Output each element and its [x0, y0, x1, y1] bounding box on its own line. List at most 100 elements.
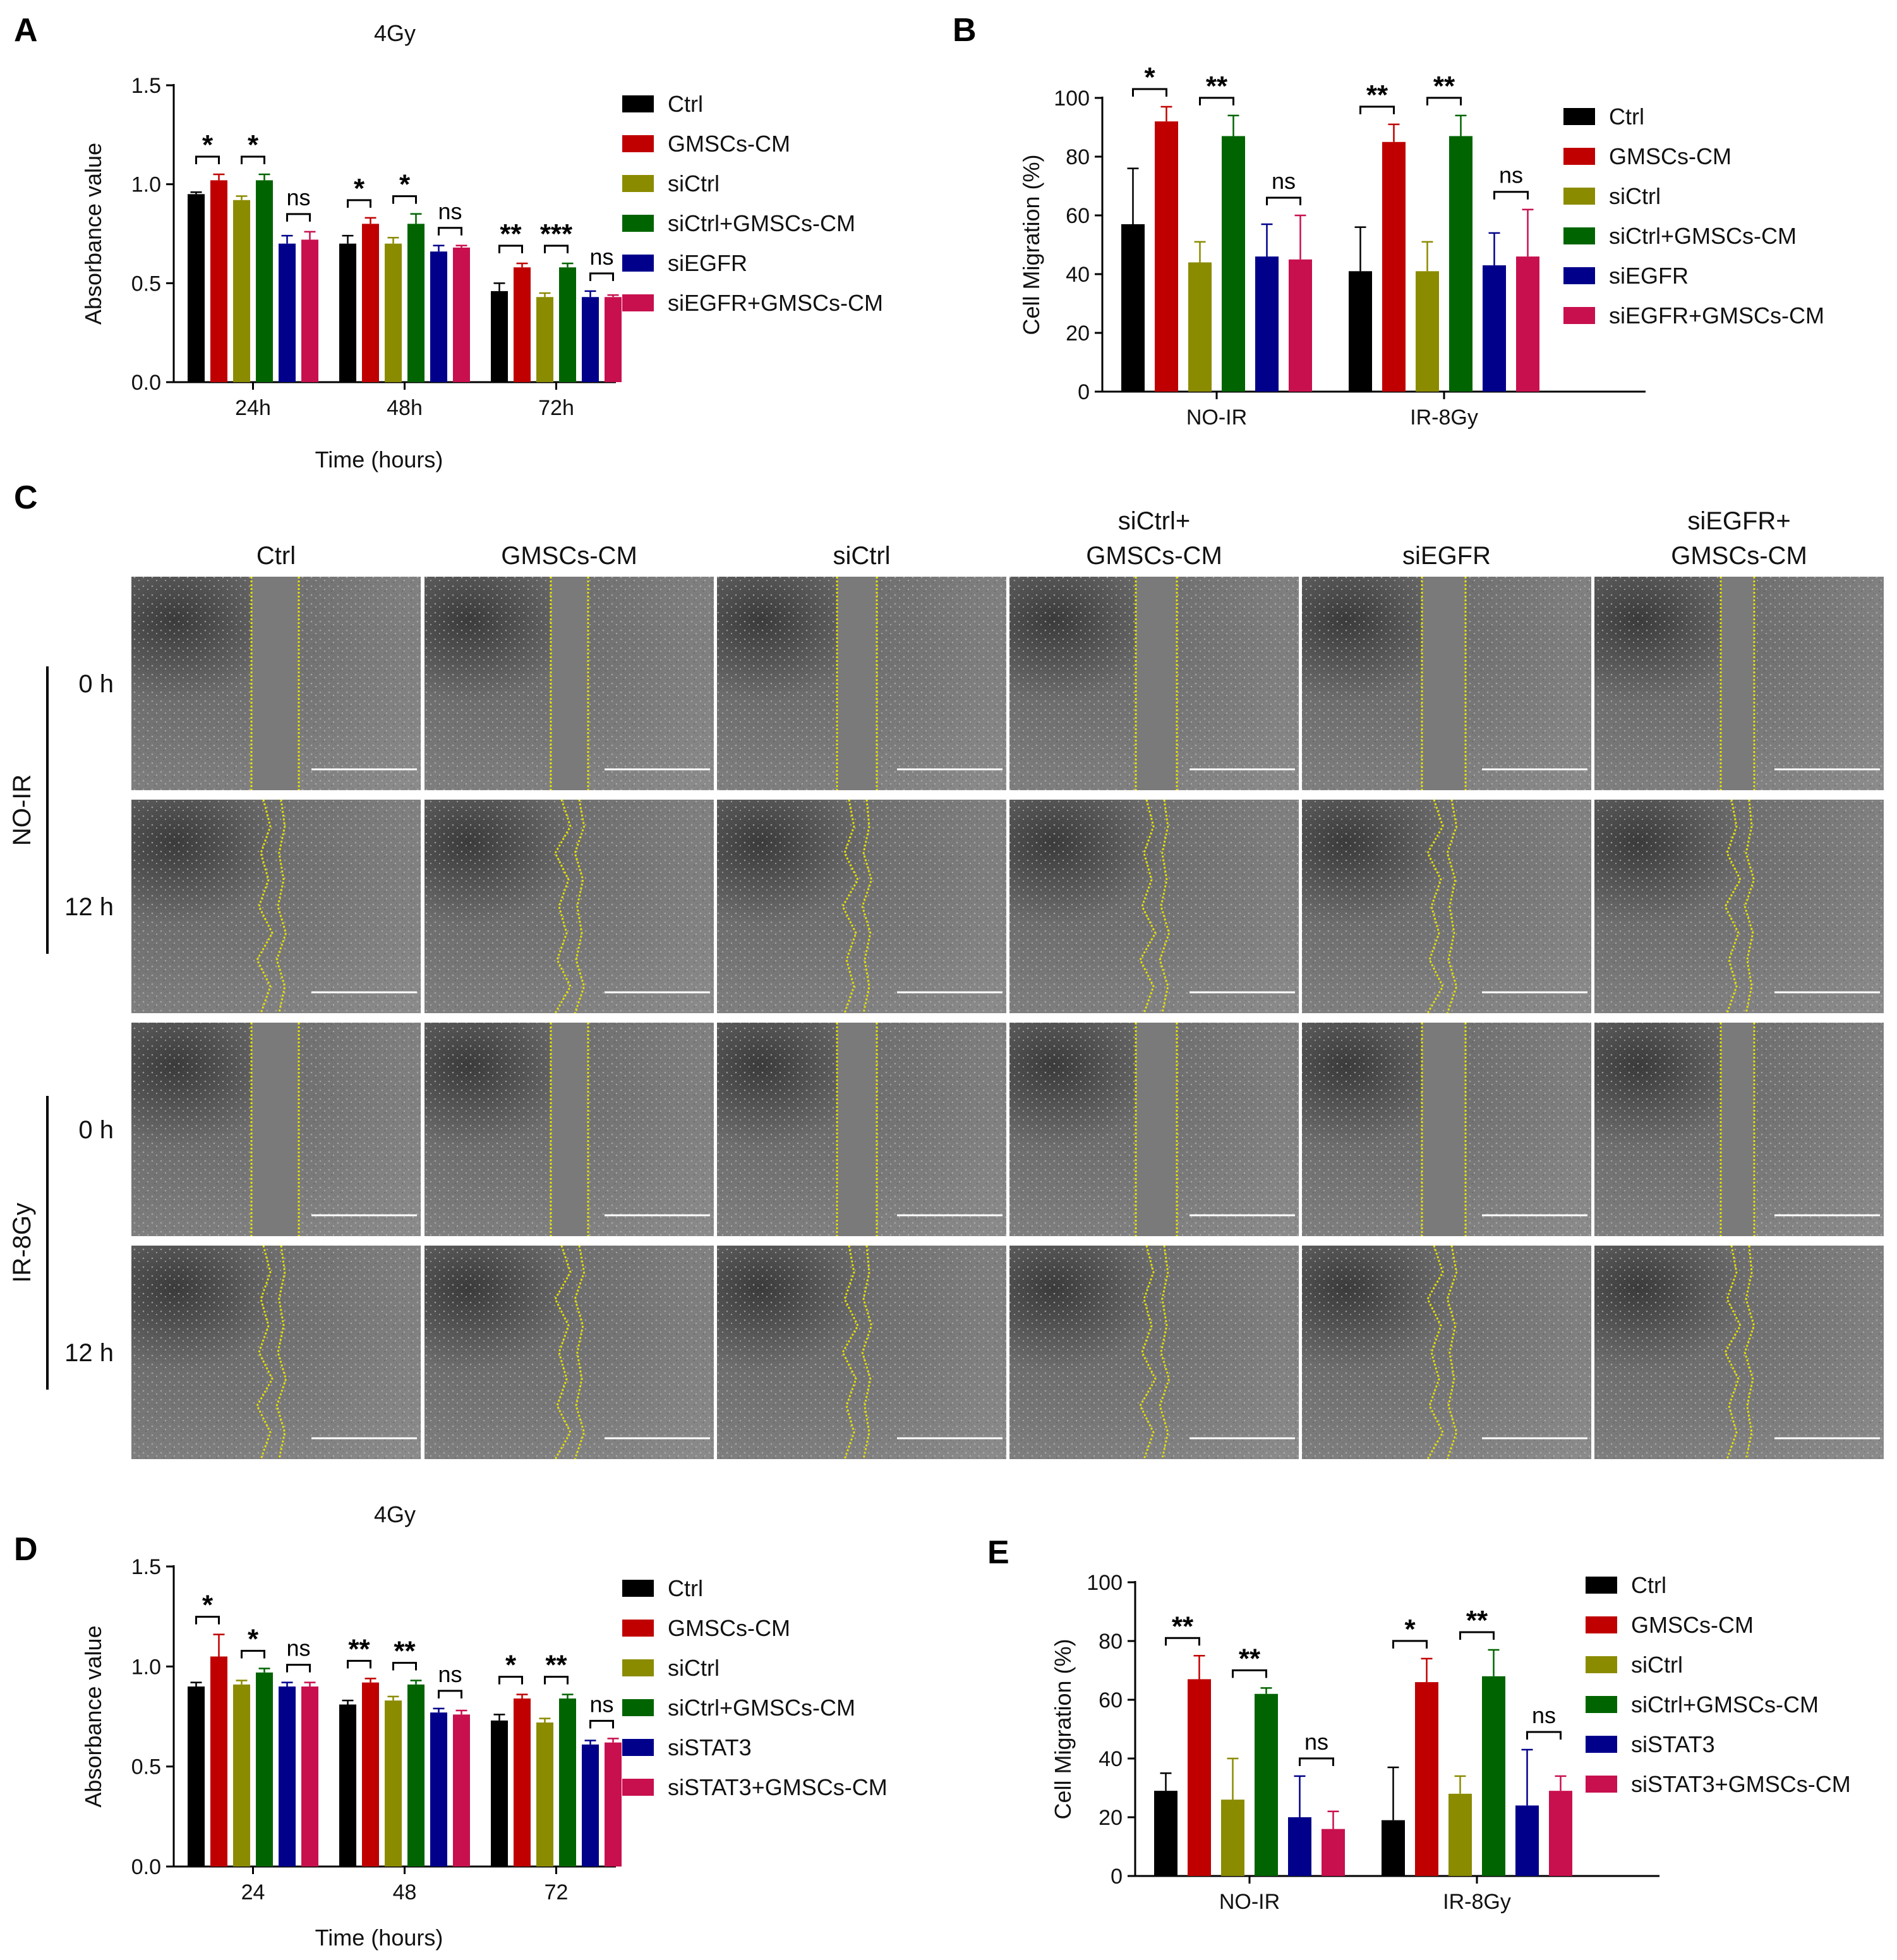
bar	[407, 1684, 425, 1867]
legend-label: siSTAT3	[668, 1735, 752, 1760]
legend-label: Ctrl	[668, 1575, 703, 1601]
scratch-gap	[1136, 577, 1177, 790]
panel-letter-e: E	[987, 1534, 1009, 1571]
legend-label: siCtrl	[668, 1655, 720, 1681]
significance-label: ns	[1499, 162, 1523, 188]
micrograph-cell	[1302, 577, 1591, 790]
significance-bracket	[286, 1664, 311, 1673]
micrograph-cell	[717, 799, 1006, 1014]
significance-label: ns	[1304, 1729, 1328, 1755]
legend-swatch	[622, 135, 654, 152]
bar	[1382, 141, 1406, 392]
bar	[582, 297, 599, 382]
micrograph-cell	[1009, 1023, 1299, 1236]
bar	[1448, 1793, 1472, 1876]
y-tick-label: 40	[1099, 1747, 1123, 1771]
legend-swatch	[1563, 307, 1595, 324]
wound-edge-left	[554, 799, 572, 1014]
row-label: 0 h	[78, 1116, 114, 1144]
significance-bracket	[1493, 191, 1529, 200]
legend-label: siEGFR+GMSCs-CM	[668, 290, 883, 316]
panel-letter-a: A	[14, 12, 38, 49]
significance-bracket	[1392, 1640, 1428, 1649]
bar	[1288, 1817, 1311, 1876]
column-header-line: siEGFR+	[1687, 507, 1790, 535]
bar	[1289, 259, 1312, 392]
y-axis-label: Cell Migration (%)	[1050, 1638, 1076, 1819]
legend-swatch	[622, 175, 654, 192]
legend-label: GMSCs-CM	[668, 131, 790, 157]
micrograph-texture	[1594, 800, 1884, 1013]
legend-label: siSTAT3+GMSCs-CM	[1631, 1771, 1851, 1797]
legend-label: siEGFR+GMSCs-CM	[1609, 303, 1824, 328]
significance-bracket	[498, 1676, 523, 1685]
x-axis-label: Time (hours)	[315, 1925, 443, 1951]
legend-swatch	[622, 1739, 654, 1756]
bar	[1188, 1679, 1211, 1876]
chart-b: 0 20 40 60 80 100 Cell Migration (%) NO-IR IR-8G…	[1018, 62, 1824, 430]
bar	[1121, 224, 1145, 392]
bar	[256, 180, 273, 382]
legend-swatch	[1563, 108, 1595, 125]
bar	[407, 224, 425, 382]
scratch-gap	[1422, 577, 1466, 790]
legend-swatch	[622, 1659, 654, 1676]
wound-edge-right	[1446, 1245, 1458, 1460]
micrograph-cell	[1302, 1245, 1591, 1460]
significance-label: **	[348, 1633, 370, 1664]
bar	[605, 297, 622, 382]
x-category-label: 24	[241, 1880, 265, 1904]
bar	[1416, 271, 1439, 392]
column-header: siEGFR	[1402, 542, 1491, 570]
x-category-label: NO-IR	[1219, 1890, 1280, 1914]
y-axis-label: Cell Migration (%)	[1018, 154, 1044, 335]
bar	[188, 194, 205, 382]
micrograph-cell	[1302, 1023, 1591, 1236]
chart-title: 4Gy	[374, 1501, 416, 1527]
significance-label: ns	[1272, 168, 1296, 194]
significance-bracket	[544, 244, 569, 253]
significance-bracket	[392, 1662, 417, 1671]
significance-label: **	[1172, 1611, 1194, 1642]
bar	[453, 247, 470, 382]
micrograph-cell	[1302, 799, 1591, 1014]
y-tick-label: 80	[1099, 1630, 1123, 1654]
significance-label: **	[1466, 1605, 1488, 1636]
y-tick-label: 20	[1066, 322, 1090, 346]
micrograph-cell	[1594, 1245, 1884, 1460]
significance-label: **	[394, 1636, 416, 1667]
legend-label: siCtrl	[668, 171, 720, 196]
significance-bracket	[1165, 1637, 1200, 1646]
y-tick-label: 60	[1066, 204, 1090, 228]
significance-label: **	[1206, 71, 1228, 102]
micrograph-texture	[131, 800, 421, 1013]
micrograph-texture	[425, 1246, 714, 1459]
y-tick-label: 60	[1099, 1688, 1123, 1712]
significance-bracket	[286, 213, 311, 222]
bar	[1483, 265, 1506, 392]
bar	[279, 1686, 296, 1867]
legend-swatch	[1586, 1696, 1617, 1713]
bar	[188, 1686, 205, 1867]
legend-swatch	[622, 294, 654, 311]
significance-label: *	[1144, 62, 1155, 93]
micrograph-cell	[425, 1245, 714, 1460]
micrograph-texture	[1009, 800, 1299, 1013]
bar	[1549, 1791, 1572, 1876]
legend-swatch	[1563, 227, 1595, 244]
bar	[1155, 121, 1178, 392]
wound-edge-left	[554, 1245, 572, 1460]
y-tick-label: 1.0	[131, 1655, 161, 1679]
y-tick-label: 1.0	[131, 173, 161, 197]
bar	[339, 1704, 356, 1867]
significance-label: *	[505, 1650, 517, 1681]
wound-edge-left	[1426, 799, 1444, 1014]
bar	[385, 243, 402, 382]
legend-swatch	[1586, 1577, 1617, 1594]
significance-label: **	[545, 1650, 567, 1681]
significance-label: **	[1239, 1643, 1261, 1674]
bar	[491, 1720, 508, 1867]
column-header: Ctrl	[256, 542, 296, 570]
legend-swatch	[622, 1699, 654, 1716]
scratch-gap	[1136, 1023, 1177, 1236]
